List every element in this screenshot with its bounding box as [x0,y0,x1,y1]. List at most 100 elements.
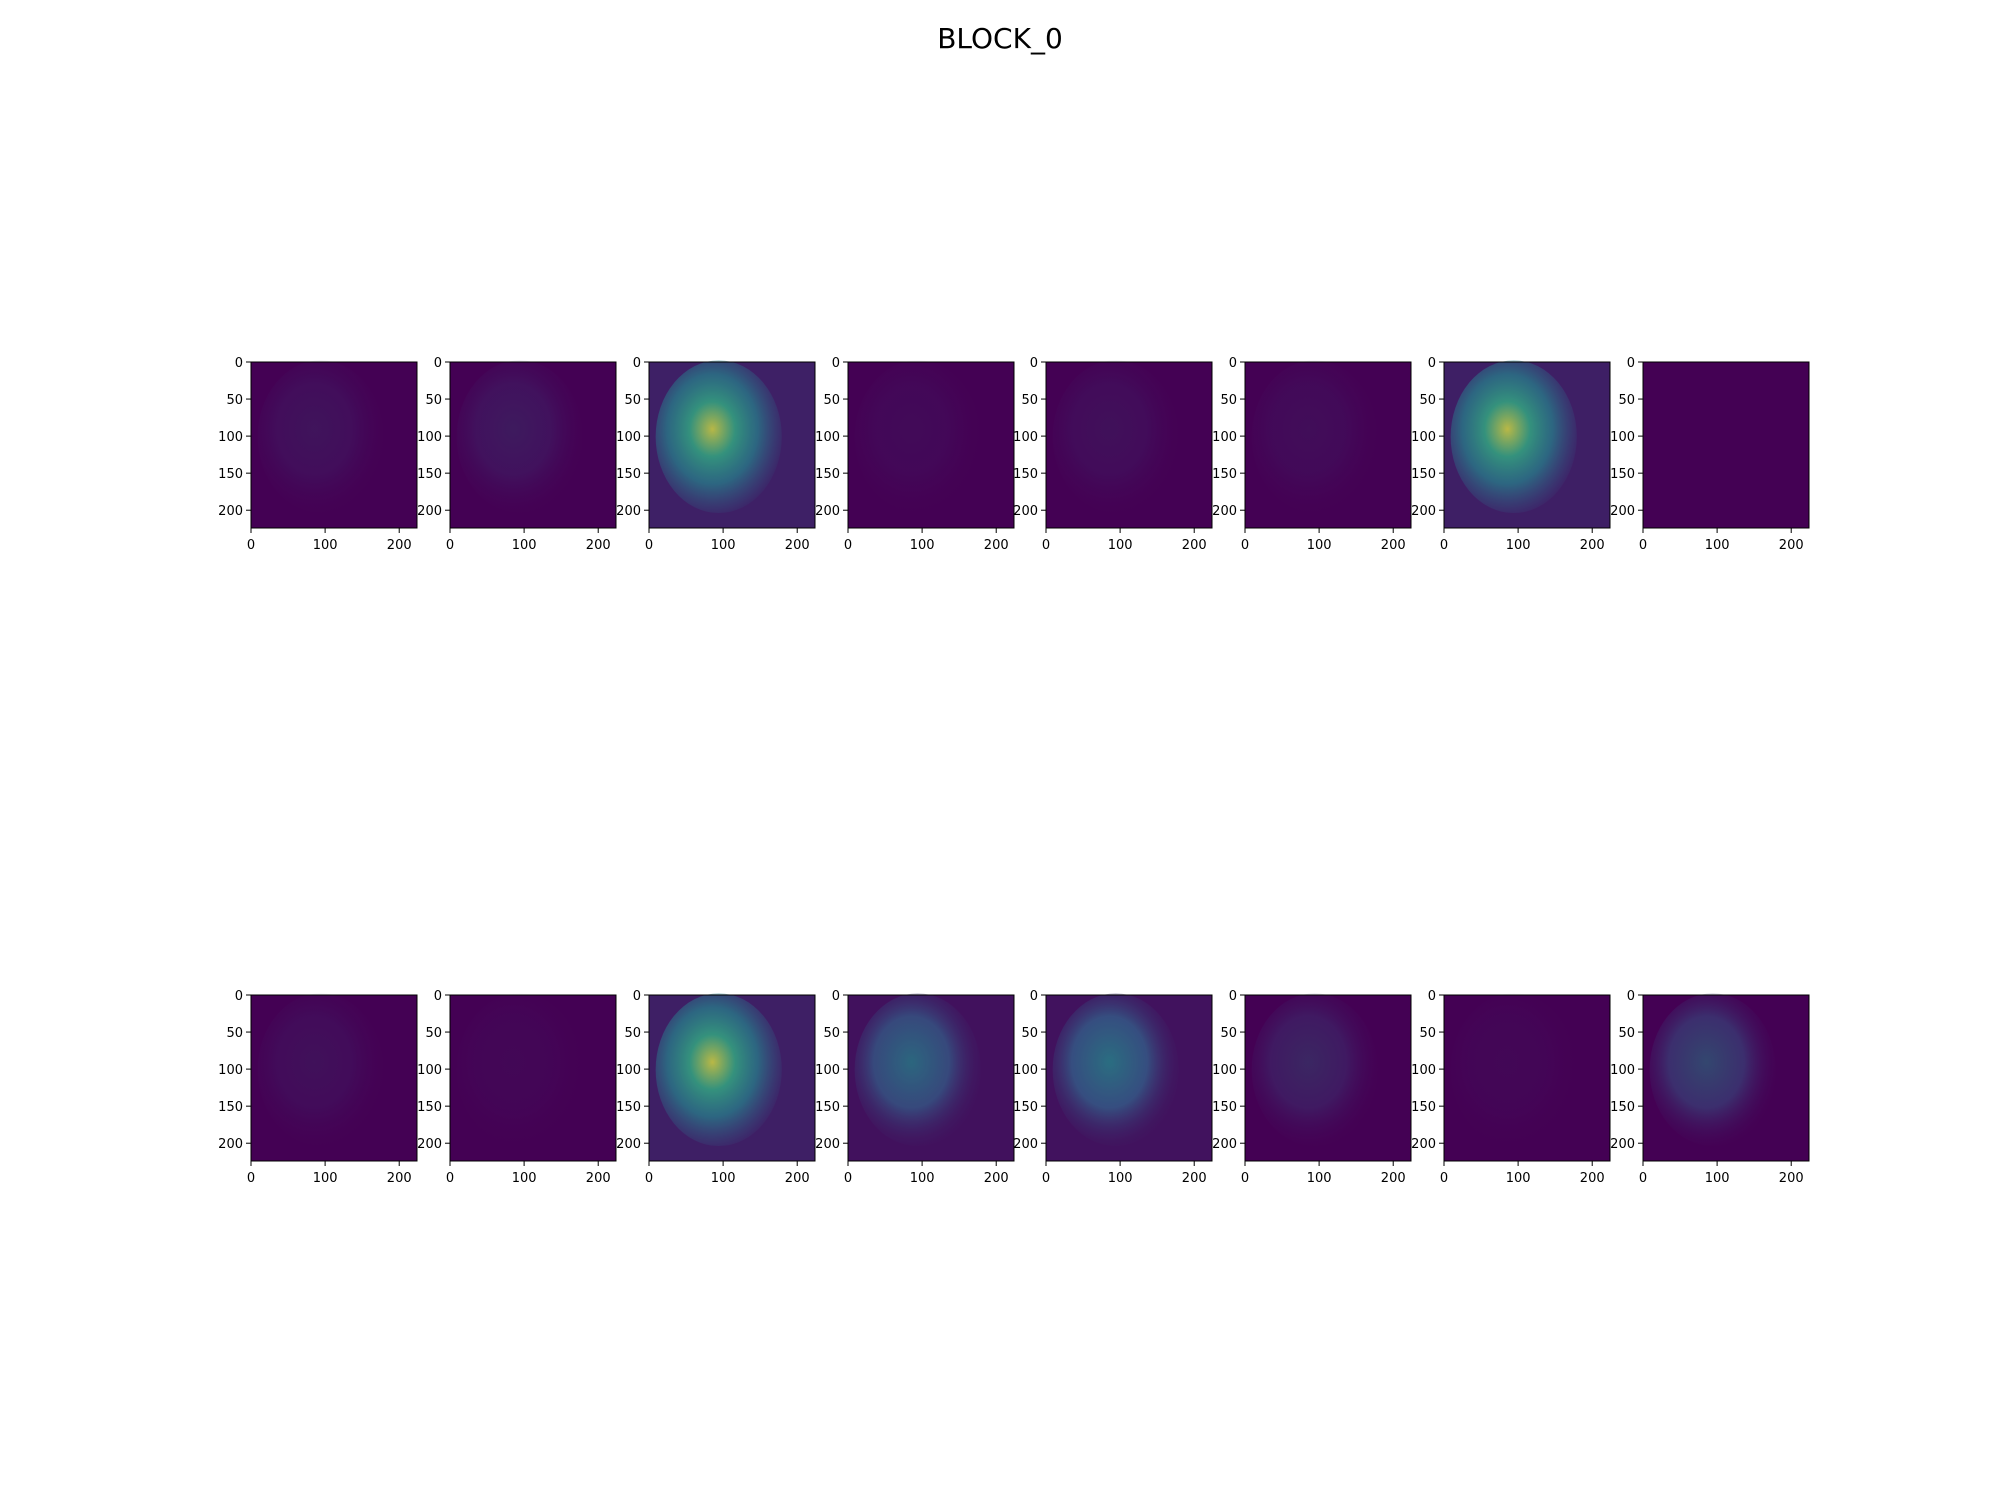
feature-map-panel: 0 100 200 0 50 100 150 200 [1013,356,1213,553]
y-tick-label: 100 [218,1063,243,1078]
y-tick-label: 200 [1411,1137,1436,1152]
y-tick-label: 100 [616,1063,641,1078]
y-tick-label: 0 [1030,989,1038,1004]
y-tick-label: 100 [1610,1063,1635,1078]
x-tick-label: 200 [984,1171,1009,1186]
y-tick-label: 100 [1411,430,1436,445]
feature-map-panel: 0 100 200 0 50 100 150 200 [1212,356,1412,553]
activation-region [1052,360,1179,514]
x-tick-label: 0 [247,538,255,553]
x-tick-label: 0 [844,1171,852,1186]
y-tick-label: 200 [1013,1137,1038,1152]
x-tick-label: 100 [512,1171,537,1186]
axes-frame [449,361,617,529]
x-tick-label: 0 [844,538,852,553]
y-tick-label: 0 [633,989,641,1004]
axes-frame [1642,994,1810,1162]
y-tick-label: 200 [218,504,243,519]
x-tick-label: 200 [1381,538,1406,553]
axes-frame [1045,994,1213,1162]
axes-frame [847,994,1015,1162]
x-tick-label: 200 [1381,1171,1406,1186]
y-tick-label: 200 [1013,504,1038,519]
x-tick-label: 100 [1108,538,1133,553]
y-tick-label: 0 [1428,989,1436,1004]
feature-map-panel: 0 100 200 0 50 100 150 200 [417,356,617,553]
feature-map-panel: 0 100 200 0 50 100 150 200 [815,989,1015,1186]
axes-frame [1443,994,1611,1162]
y-tick-label: 150 [1013,1100,1038,1115]
y-tick-label: 150 [616,1100,641,1115]
y-tick-label: 200 [616,504,641,519]
feature-map-panel: 0 100 200 0 50 100 150 200 [1013,989,1213,1186]
y-tick-label: 50 [624,1026,641,1041]
y-tick-label: 50 [1021,393,1038,408]
axes-frame [648,994,816,1162]
y-tick-label: 50 [1220,393,1237,408]
y-tick-label: 100 [1610,430,1635,445]
axes-frame [1642,361,1810,529]
x-tick-label: 100 [313,1171,338,1186]
y-tick-label: 200 [1610,1137,1635,1152]
y-tick-label: 150 [1212,1100,1237,1115]
x-tick-label: 0 [645,1171,653,1186]
y-tick-label: 50 [226,1026,243,1041]
x-tick-label: 100 [313,538,338,553]
x-tick-label: 100 [1506,538,1531,553]
y-tick-label: 100 [1212,430,1237,445]
y-tick-label: 50 [823,393,840,408]
y-tick-label: 150 [218,1100,243,1115]
background-activation [1046,995,1212,1161]
feature-map-panel: 0 100 200 0 50 100 150 200 [616,356,816,553]
y-tick-label: 200 [1212,504,1237,519]
y-tick-label: 50 [1419,393,1436,408]
x-tick-label: 200 [1779,538,1804,553]
y-tick-label: 200 [815,1137,840,1152]
feature-map-panel: 0 100 200 0 50 100 150 200 [1212,989,1412,1186]
feature-map-panel: 0 100 200 0 50 100 150 200 [1411,989,1611,1186]
x-tick-label: 100 [910,538,935,553]
y-tick-label: 100 [417,430,442,445]
y-tick-label: 150 [1411,1100,1436,1115]
activation-region [257,360,384,514]
y-tick-label: 100 [815,1063,840,1078]
axes-frame [250,361,418,529]
y-tick-label: 0 [1030,356,1038,371]
y-tick-label: 0 [434,989,442,1004]
y-tick-label: 100 [1212,1063,1237,1078]
y-tick-label: 0 [434,356,442,371]
x-tick-label: 200 [387,538,412,553]
x-tick-label: 0 [247,1171,255,1186]
activation-region [456,360,583,514]
x-tick-label: 0 [1042,538,1050,553]
background-activation [649,362,815,528]
y-tick-label: 50 [1220,1026,1237,1041]
y-tick-label: 100 [1411,1063,1436,1078]
x-tick-label: 100 [1307,1171,1332,1186]
y-tick-label: 200 [616,1137,641,1152]
activation-region [854,993,981,1147]
axes-frame [449,994,617,1162]
axes-frame [250,994,418,1162]
x-tick-label: 100 [1307,538,1332,553]
x-tick-label: 100 [1705,538,1730,553]
activation-region [1649,993,1776,1147]
axes-frame [1244,361,1412,529]
y-tick-label: 0 [1627,989,1635,1004]
feature-map-panel: 0 100 200 0 50 100 150 200 [417,989,617,1186]
y-tick-label: 150 [218,467,243,482]
feature-map-panel: 0 100 200 0 50 100 150 200 [1610,356,1810,553]
background-activation [1444,362,1610,528]
x-tick-label: 100 [711,538,736,553]
y-tick-label: 50 [1618,1026,1635,1041]
x-tick-label: 0 [1440,1171,1448,1186]
x-tick-label: 0 [446,538,454,553]
y-tick-label: 200 [417,1137,442,1152]
y-tick-label: 50 [624,393,641,408]
feature-map-panel: 0 100 200 0 50 100 150 200 [218,989,418,1186]
y-tick-label: 0 [1229,356,1237,371]
feature-map-panel: 0 100 200 0 50 100 150 200 [815,356,1015,553]
x-tick-label: 100 [1506,1171,1531,1186]
heatmap-background [1643,362,1809,528]
